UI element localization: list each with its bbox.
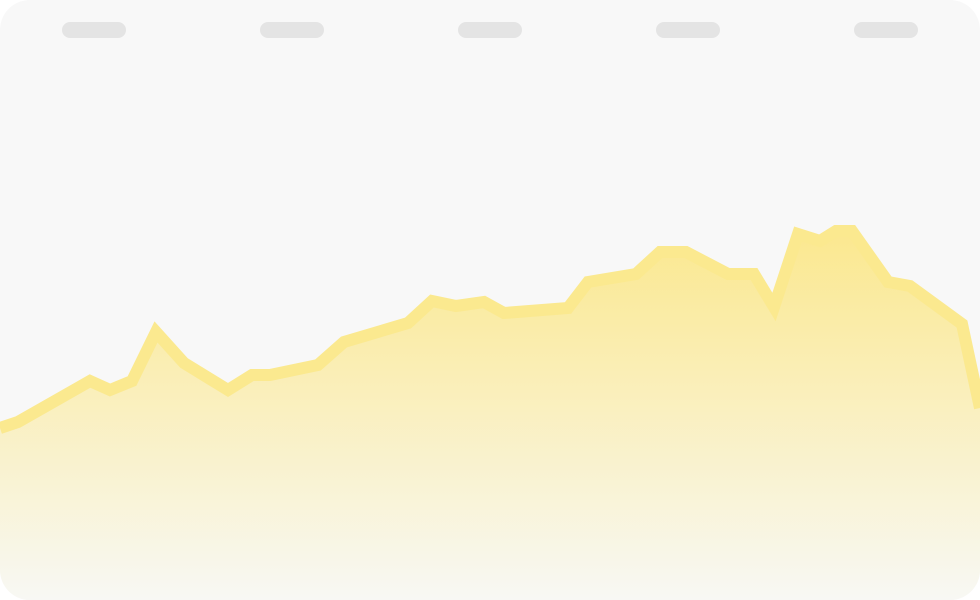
placeholder-pill-2 [260, 22, 324, 38]
placeholder-pill-5 [854, 22, 918, 38]
series-area-fill [0, 231, 980, 600]
placeholder-pill-1 [62, 22, 126, 38]
placeholder-pill-3 [458, 22, 522, 38]
series-line [0, 225, 980, 434]
placeholder-pill-4 [656, 22, 720, 38]
